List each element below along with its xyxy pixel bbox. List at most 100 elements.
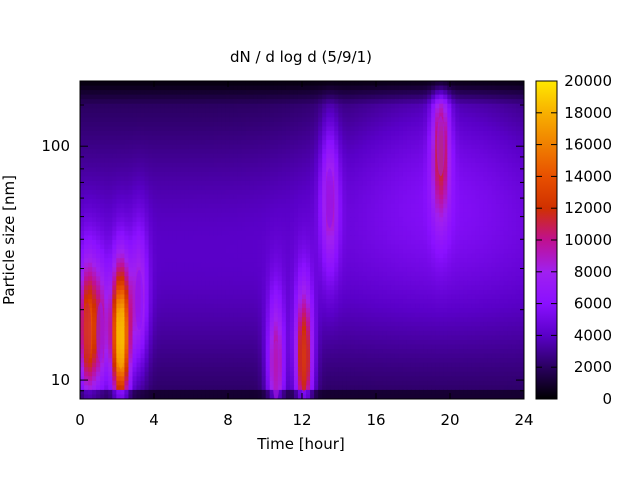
heatmap-cell bbox=[132, 153, 138, 159]
heatmap-cell bbox=[277, 230, 283, 237]
heatmap-cell bbox=[285, 112, 291, 118]
heatmap-cell bbox=[293, 140, 299, 146]
heatmap-cell bbox=[354, 199, 360, 205]
heatmap-cell bbox=[88, 85, 93, 91]
heatmap-cell bbox=[370, 121, 376, 128]
heatmap-cell bbox=[265, 190, 271, 196]
heatmap-cell bbox=[217, 199, 222, 205]
heatmap-cell bbox=[100, 135, 105, 141]
heatmap-cell bbox=[435, 276, 440, 282]
heatmap-cell bbox=[132, 285, 138, 291]
heatmap-cell bbox=[354, 149, 360, 155]
heatmap-cell bbox=[108, 162, 113, 168]
heatmap-cell bbox=[225, 90, 230, 96]
heatmap-cell bbox=[378, 194, 384, 200]
heatmap-cell bbox=[128, 149, 134, 155]
heatmap-cell bbox=[217, 140, 222, 146]
heatmap-cell bbox=[265, 180, 271, 187]
heatmap-cell bbox=[193, 217, 198, 223]
heatmap-cell bbox=[217, 208, 222, 214]
heatmap-cell bbox=[370, 103, 376, 109]
heatmap-cell bbox=[241, 121, 247, 128]
heatmap-cell bbox=[160, 171, 166, 177]
heatmap-cell bbox=[225, 253, 230, 259]
heatmap-cell bbox=[221, 244, 226, 250]
heatmap-cell bbox=[148, 276, 154, 282]
heatmap-cell bbox=[221, 271, 226, 277]
heatmap-cell bbox=[225, 158, 230, 164]
heatmap-cell bbox=[410, 190, 416, 196]
heatmap-cell bbox=[374, 140, 380, 146]
heatmap-cell bbox=[217, 81, 222, 87]
heatmap-cell bbox=[104, 285, 109, 291]
heatmap-cell bbox=[289, 153, 295, 159]
heatmap-cell bbox=[511, 103, 517, 109]
heatmap-cell bbox=[519, 112, 524, 118]
heatmap-cell bbox=[241, 267, 247, 273]
heatmap-cell bbox=[281, 226, 287, 232]
heatmap-cell bbox=[447, 90, 452, 96]
heatmap-cell bbox=[184, 158, 190, 164]
heatmap-cell bbox=[193, 267, 198, 273]
heatmap-cell bbox=[128, 253, 134, 259]
heatmap-cell bbox=[435, 221, 440, 227]
heatmap-cell bbox=[354, 226, 360, 232]
heatmap-cell bbox=[443, 230, 448, 237]
heatmap-cell bbox=[459, 108, 465, 114]
heatmap-cell bbox=[427, 126, 432, 132]
heatmap-cell bbox=[197, 167, 202, 173]
heatmap-cell bbox=[225, 135, 230, 141]
heatmap-cell bbox=[314, 212, 319, 218]
heatmap-cell bbox=[394, 176, 400, 182]
heatmap-cell bbox=[80, 240, 85, 246]
heatmap-cell bbox=[318, 108, 323, 114]
heatmap-cell bbox=[297, 226, 303, 232]
heatmap-cell bbox=[451, 280, 456, 287]
heatmap-cell bbox=[100, 203, 105, 209]
heatmap-cell bbox=[382, 276, 388, 282]
heatmap-cell bbox=[265, 158, 271, 164]
heatmap-cell bbox=[499, 262, 505, 268]
heatmap-cell bbox=[503, 81, 509, 87]
heatmap-cell bbox=[443, 208, 448, 214]
heatmap-cell bbox=[136, 149, 142, 155]
heatmap-cell bbox=[435, 171, 440, 177]
heatmap-cell bbox=[314, 208, 319, 214]
heatmap-cell bbox=[394, 153, 400, 159]
heatmap-cell bbox=[221, 212, 226, 218]
heatmap-cell bbox=[487, 217, 493, 223]
heatmap-cell bbox=[197, 103, 202, 109]
heatmap-cell bbox=[100, 190, 105, 196]
heatmap-cell bbox=[92, 249, 97, 255]
heatmap-cell bbox=[366, 108, 372, 114]
heatmap-cell bbox=[322, 203, 327, 209]
heatmap-cell bbox=[132, 217, 138, 223]
heatmap-cell bbox=[479, 194, 485, 200]
heatmap-cell bbox=[124, 90, 130, 96]
heatmap-cell bbox=[241, 244, 247, 250]
heatmap-cell bbox=[330, 262, 335, 268]
heatmap-cell bbox=[370, 140, 376, 146]
heatmap-cell bbox=[180, 158, 186, 164]
heatmap-cell bbox=[519, 81, 524, 87]
heatmap-cell bbox=[322, 158, 327, 164]
heatmap-cell bbox=[507, 149, 513, 155]
heatmap-cell bbox=[249, 176, 255, 182]
heatmap-cell bbox=[431, 280, 436, 287]
heatmap-cell bbox=[297, 140, 303, 146]
heatmap-cell bbox=[487, 126, 493, 132]
heatmap-cell bbox=[273, 135, 279, 141]
heatmap-cell bbox=[398, 180, 404, 187]
heatmap-cell bbox=[475, 112, 481, 118]
heatmap-cell bbox=[455, 217, 461, 223]
heatmap-cell bbox=[176, 130, 182, 137]
heatmap-cell bbox=[362, 280, 368, 287]
heatmap-cell bbox=[180, 140, 186, 146]
heatmap-cell bbox=[463, 121, 469, 128]
heatmap-cell bbox=[225, 140, 230, 146]
heatmap-cell bbox=[281, 240, 287, 246]
heatmap-cell bbox=[229, 167, 234, 173]
heatmap-cell bbox=[245, 130, 251, 137]
heatmap-cell bbox=[261, 158, 267, 164]
heatmap-cell bbox=[378, 144, 384, 150]
